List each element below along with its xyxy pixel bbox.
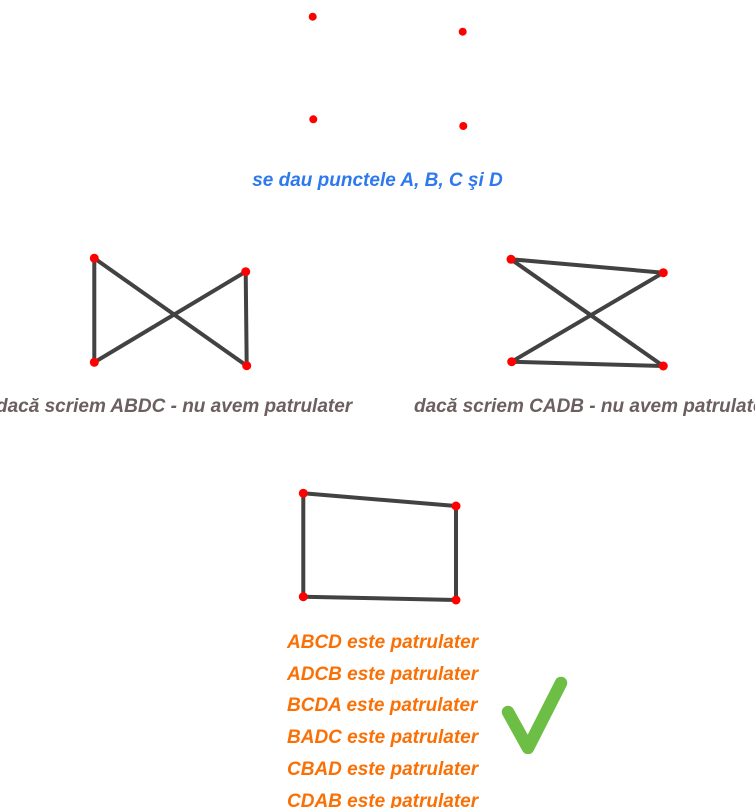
figure-given-points [308,12,468,130]
red-point-icon [451,595,461,605]
red-point-icon [89,253,99,263]
red-point-icon [507,357,517,367]
figure-quadrilateral [298,488,461,605]
segment [92,256,249,368]
red-point-icon [309,115,318,124]
figure-abdc-bowtie [89,253,252,371]
conclusion-line: BADC este patrulater [287,727,479,749]
red-point-icon [298,592,308,602]
intro-caption: se dau punctele A, B, C şi D [252,170,503,191]
red-point-icon [451,501,461,511]
red-point-icon [506,254,516,264]
segments [301,491,458,602]
conclusion-line: ADCB este patrulater [287,663,479,685]
conclusion-list: ABCD este patrulater ADCB este patrulate… [287,627,478,808]
red-point-icon [241,267,251,277]
segment [509,270,666,364]
segment [509,257,666,368]
segment [92,269,248,365]
caption-abdc: dacă scriem ABDC - nu avem patrulater [0,396,353,417]
caption-cadb: dacă scriem CADB - nu avem patrulater [414,396,755,417]
red-point-icon [459,122,468,130]
conclusion-line: CBAD este patrulater [287,758,479,780]
segment [301,594,458,602]
checkmark-stroke [501,676,568,754]
segment [243,269,249,368]
segments [509,257,666,368]
conclusion-line: BCDA este patrulater [287,695,478,717]
red-point-icon [658,361,668,371]
segments [92,256,249,368]
red-point-icon [658,268,668,278]
segment [509,257,666,275]
checkmark-icon [501,676,568,754]
conclusion-line: CDAB este patrulater [287,790,479,808]
red-point-icon [89,357,99,367]
segment [301,491,458,508]
red-point-icon [242,361,252,371]
segment [509,359,666,368]
red-point-icon [298,488,308,498]
conclusion-line: ABCD este patrulater [287,632,479,653]
red-point-icon [308,12,317,21]
figure-cadb-hourglass [506,254,668,371]
red-point-icon [458,27,467,36]
